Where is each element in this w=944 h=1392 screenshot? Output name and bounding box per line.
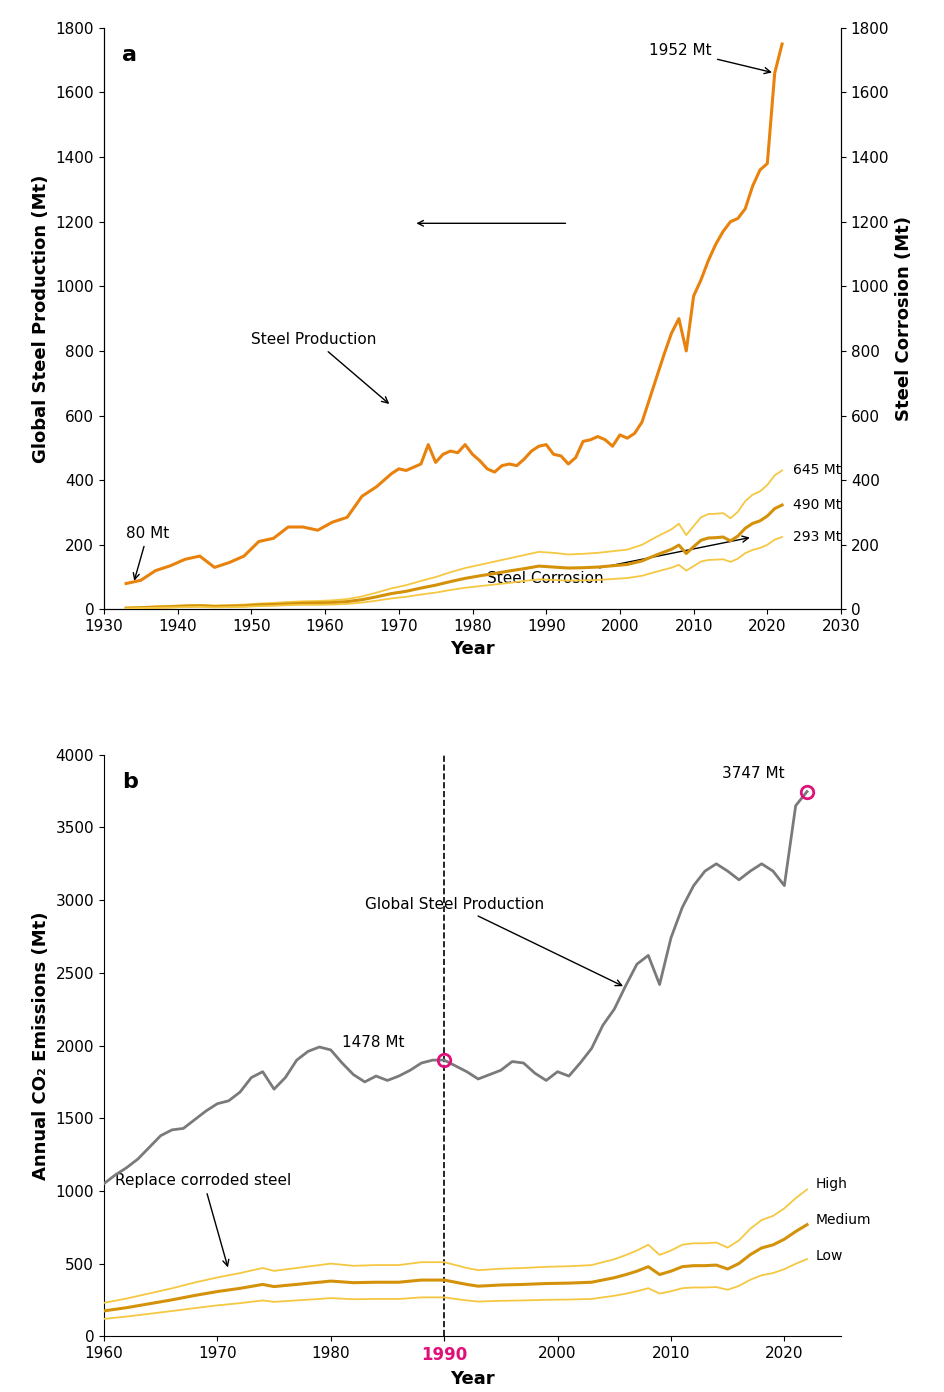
Text: 80 Mt: 80 Mt [126,526,169,579]
Text: 1952 Mt: 1952 Mt [649,43,769,74]
Text: 1478 Mt: 1478 Mt [342,1036,404,1050]
Y-axis label: Steel Corrosion (Mt): Steel Corrosion (Mt) [894,216,912,422]
Text: b: b [123,773,138,792]
Text: Steel Corrosion: Steel Corrosion [487,536,748,586]
Text: 3747 Mt: 3747 Mt [721,766,784,781]
Text: 490 Mt: 490 Mt [792,498,840,512]
X-axis label: Year: Year [449,1370,495,1388]
Y-axis label: Global Steel Production (Mt): Global Steel Production (Mt) [32,174,50,462]
Text: 645 Mt: 645 Mt [792,464,840,477]
Text: Replace corroded steel: Replace corroded steel [115,1173,292,1265]
Text: a: a [123,46,137,65]
X-axis label: Year: Year [449,640,495,657]
Text: High: High [816,1176,847,1190]
Text: 293 Mt: 293 Mt [792,530,840,544]
Y-axis label: Annual CO₂ Emissions (Mt): Annual CO₂ Emissions (Mt) [32,912,50,1180]
Text: Steel Production: Steel Production [251,333,388,404]
Text: Global Steel Production: Global Steel Production [364,896,621,986]
Text: Low: Low [816,1249,843,1263]
Text: Medium: Medium [816,1212,870,1226]
